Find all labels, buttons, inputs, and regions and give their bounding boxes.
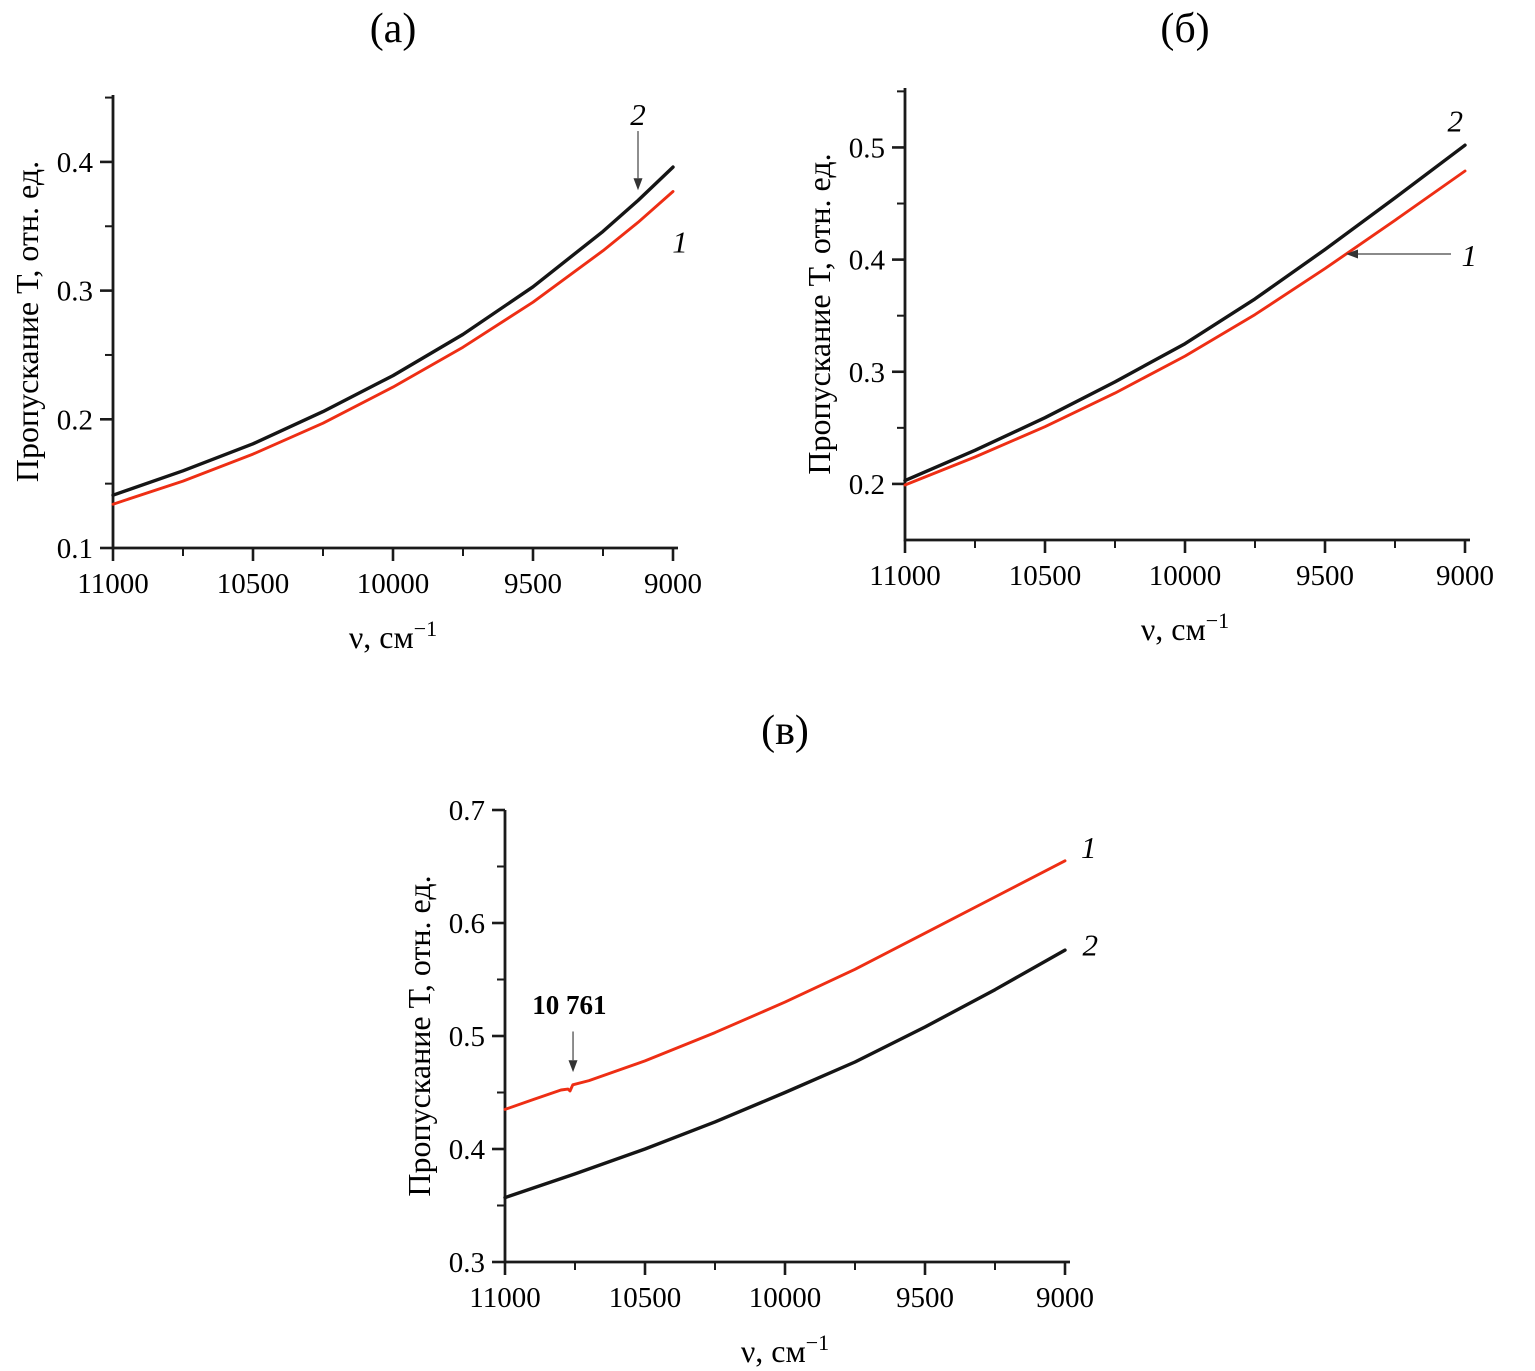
panel-v: (в) 11000 10500 10000 9500 9000 0.3 0.4 0.5 0.6 0… xyxy=(378,700,1158,1371)
x-tick-label: 10500 xyxy=(217,568,290,600)
x-axis-title: ν, см−1 xyxy=(741,1330,829,1369)
y-tick-label: 0.4 xyxy=(449,1134,486,1166)
x-tick-label: 10000 xyxy=(357,568,430,600)
annotation-arrow-head xyxy=(568,1060,578,1073)
panel-b: (б) 11000 10500 10000 9500 9000 0.2 0.3 0.4 0.5 ν… xyxy=(760,0,1535,700)
y-tick-label: 0.3 xyxy=(449,1247,485,1279)
axes-frame xyxy=(503,810,1070,1264)
panel-b-chart: 11000 10500 10000 9500 9000 0.2 0.3 0.4 0.5 ν, см… xyxy=(801,88,1494,647)
panel-v-chart: 11000 10500 10000 9500 9000 0.3 0.4 0.5 0.6 0.7 ν,… xyxy=(401,795,1098,1369)
x-tick-label: 9500 xyxy=(504,568,562,600)
y-tick-label: 0.6 xyxy=(449,908,485,940)
annotation-label-2: 2 xyxy=(1082,927,1098,962)
x-tick-label: 10500 xyxy=(1009,560,1082,592)
panel-a-chart: 11000 10500 10000 9500 9000 0.1 0.2 0.3 0.4 ν, см… xyxy=(9,95,702,655)
x-tick-label: 9500 xyxy=(896,1282,954,1314)
panel-b-title: (б) xyxy=(1160,6,1210,52)
x-tick-label: 10500 xyxy=(609,1282,682,1314)
x-tick-label: 9500 xyxy=(1296,560,1354,592)
y-tick-label: 0.2 xyxy=(849,469,885,501)
x-tick-label: 11000 xyxy=(869,560,940,592)
x-axis-title: ν, см−1 xyxy=(1141,608,1229,647)
x-tick-label: 11000 xyxy=(77,568,148,600)
y-tick-label: 0.4 xyxy=(57,147,94,179)
x-tick-label: 9000 xyxy=(1436,560,1494,592)
annotation-arrow-head xyxy=(1346,249,1358,259)
curve-2 xyxy=(903,143,1467,483)
curve-2 xyxy=(111,165,675,497)
y-tick-label: 0.5 xyxy=(449,1021,485,1053)
curve-1 xyxy=(903,169,1467,487)
axes-frame xyxy=(111,95,678,550)
y-axis-title: Пропускание Т, отн. ед. xyxy=(801,153,837,474)
annotation-label-1: 1 xyxy=(672,225,688,260)
x-axis-title: ν, см−1 xyxy=(349,616,437,655)
y-tick-label: 0.2 xyxy=(57,404,93,436)
axes-frame xyxy=(903,88,1470,542)
y-tick-label: 0.4 xyxy=(849,245,886,277)
x-tick-label: 9000 xyxy=(1036,1282,1094,1314)
annotation-arrow-head xyxy=(633,178,643,191)
y-tick-label: 0.1 xyxy=(57,533,93,565)
y-tick-label: 0.5 xyxy=(849,132,885,164)
curve-1 xyxy=(503,859,1067,1111)
annotation-label-1: 1 xyxy=(1461,238,1477,273)
y-tick-label: 0.3 xyxy=(849,357,885,389)
annotation-label-2: 2 xyxy=(1447,103,1463,138)
annotation-label-10-761: 10 761 xyxy=(532,990,606,1020)
y-tick-label: 0.7 xyxy=(449,795,485,827)
panel-a: (а) 11000 10500 10000 9500 9000 0.1 0.2 0.3 0.4 ν… xyxy=(0,0,760,700)
annotation-label-1: 1 xyxy=(1081,830,1097,865)
curve-2 xyxy=(503,948,1067,1200)
y-axis-title: Пропускание Т, отн. ед. xyxy=(401,875,437,1196)
x-tick-label: 11000 xyxy=(469,1282,540,1314)
x-tick-label: 10000 xyxy=(1149,560,1222,592)
y-tick-label: 0.3 xyxy=(57,276,93,308)
x-tick-label: 10000 xyxy=(749,1282,822,1314)
panel-a-title: (а) xyxy=(369,6,417,52)
annotation-label-2: 2 xyxy=(630,97,646,132)
y-axis-title: Пропускание Т, отн. ед. xyxy=(9,161,45,482)
panel-v-title: (в) xyxy=(761,708,809,754)
curve-1 xyxy=(111,190,675,506)
x-tick-label: 9000 xyxy=(644,568,702,600)
